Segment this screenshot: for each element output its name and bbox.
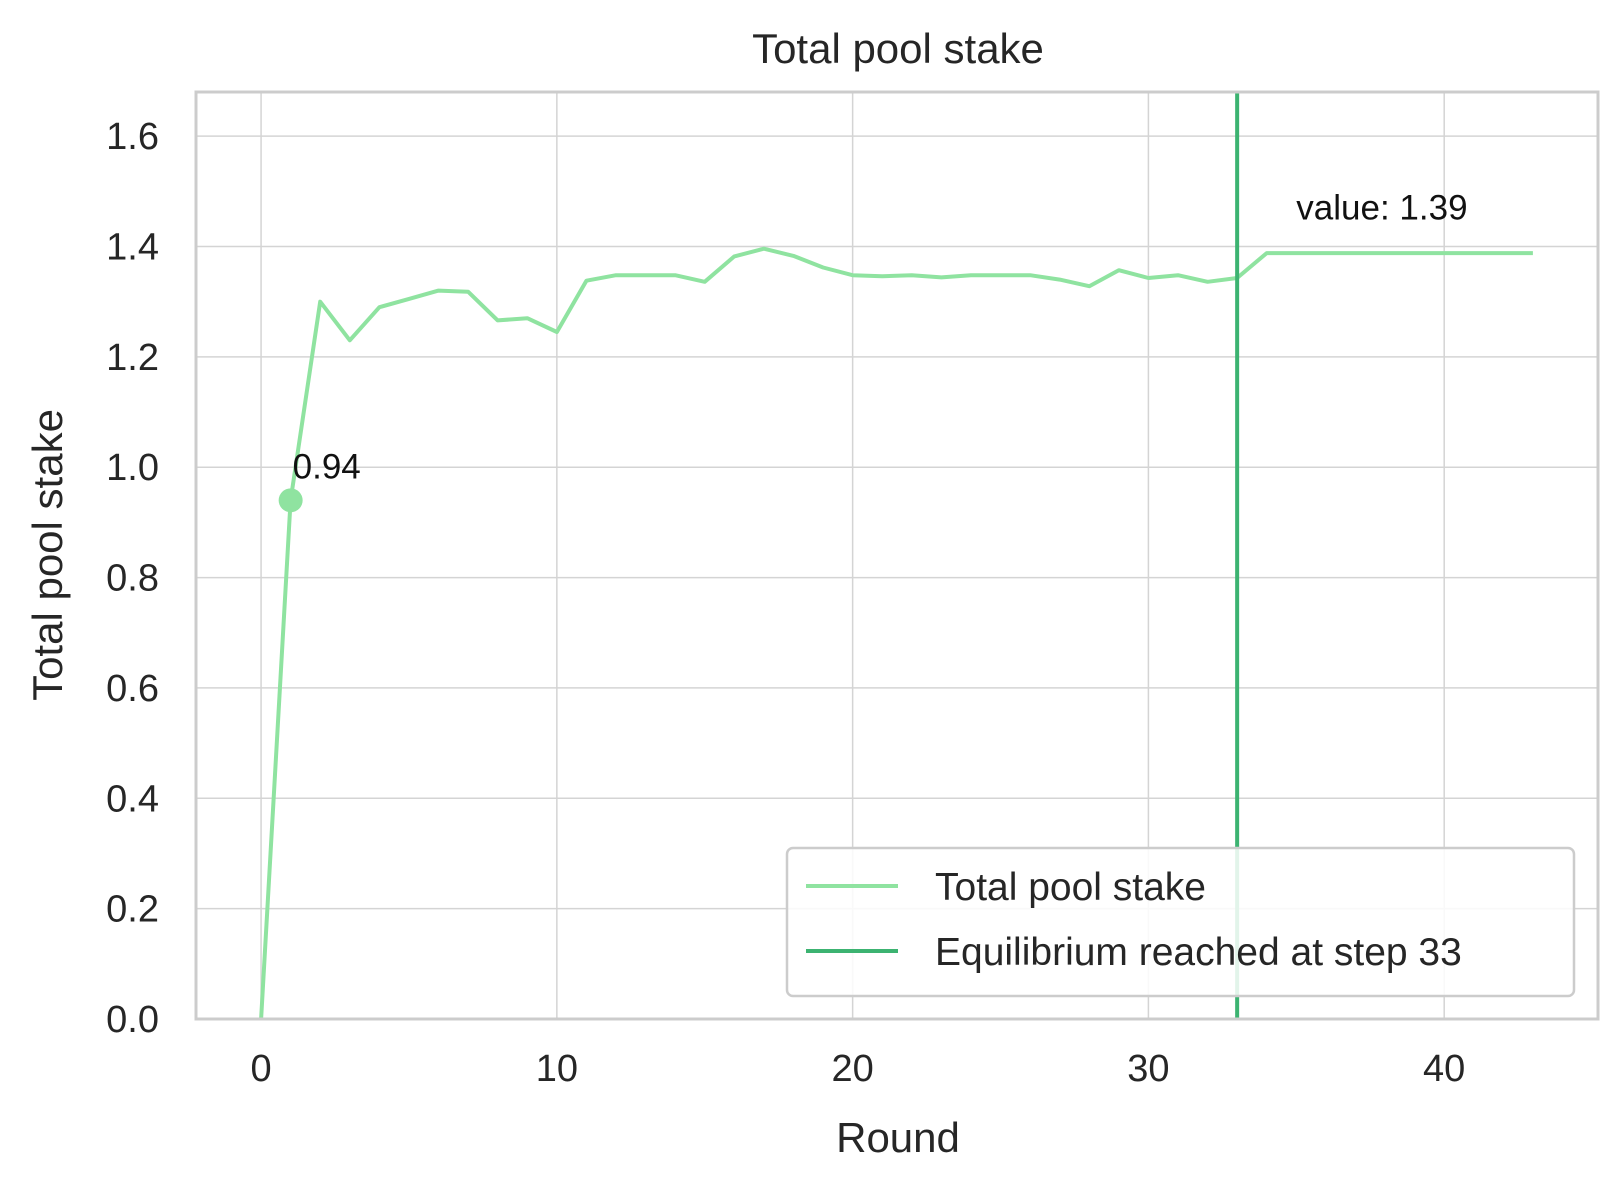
x-tick-label: 30 (1127, 1048, 1169, 1090)
y-tick-label: 0.0 (106, 999, 159, 1041)
plot-area: 0.94 value: 1.39 (259, 92, 1533, 1020)
x-axis-title: Round (836, 1114, 960, 1161)
x-tick-label: 10 (536, 1048, 578, 1090)
tick-labels: 0 10 20 30 40 0.0 0.2 0.4 0.6 0.8 1.0 1.2 1.4 1.6 (106, 116, 1465, 1090)
y-tick-label: 1.6 (106, 116, 159, 158)
y-tick-label: 1.0 (106, 447, 159, 489)
y-tick-label: 0.4 (106, 778, 159, 820)
end-value-annotation: value: 1.39 (1296, 188, 1467, 227)
legend-label-total-pool-stake: Total pool stake (935, 866, 1206, 909)
y-tick-label: 0.8 (106, 558, 159, 600)
legend: Total pool stake Equilibrium reached at … (785, 846, 1576, 998)
x-tick-label: 20 (831, 1048, 873, 1090)
legend-box (785, 846, 1576, 998)
y-tick-label: 0.2 (106, 889, 159, 931)
y-tick-label: 1.2 (106, 337, 159, 379)
y-axis-title: Total pool stake (24, 409, 71, 701)
marker-point (278, 488, 303, 513)
marker-value-label: 0.94 (293, 447, 361, 486)
series-line-total-pool-stake (259, 246, 1533, 1020)
chart-title: Total pool stake (752, 25, 1044, 72)
x-tick-label: 0 (251, 1048, 272, 1090)
y-tick-label: 0.6 (106, 668, 159, 710)
legend-label-equilibrium: Equilibrium reached at step 33 (935, 931, 1462, 974)
x-tick-label: 40 (1423, 1048, 1465, 1090)
y-tick-label: 1.4 (106, 227, 159, 269)
plot-frame (194, 90, 1600, 1021)
